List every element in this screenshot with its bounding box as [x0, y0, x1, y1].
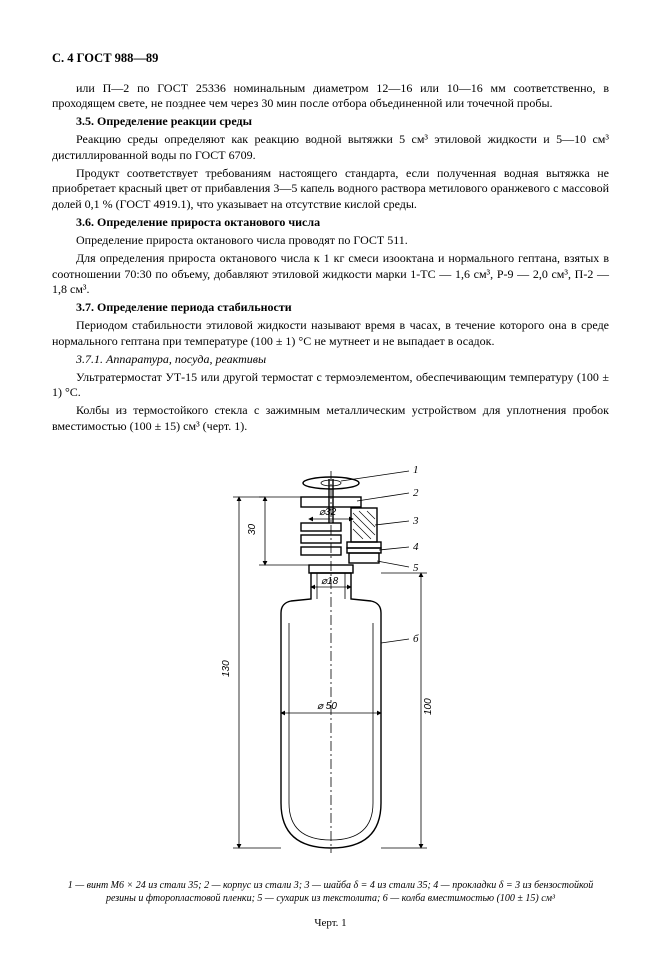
para-3-7-1-b: Колбы из термостойкого стекла с зажимным… [52, 403, 609, 435]
leader-3: 3 [412, 515, 419, 527]
figure-label: Черт. 1 [52, 916, 609, 931]
leader-4: 4 [413, 541, 419, 553]
para-3-5-1: Реакцию среды определяют как реакцию вод… [52, 132, 609, 164]
section-3-7-title: 3.7. Определение периода стабильности [52, 300, 609, 316]
dim-30: 30 [247, 523, 258, 535]
section-3-6-title: 3.6. Определение прироста октанового чис… [52, 215, 609, 231]
dim-d50: ⌀ 50 [317, 701, 337, 712]
flask-drawing: ⌀32 ⌀18 ⌀ 50 30 130 100 1 [151, 453, 511, 873]
dim-130: 130 [221, 660, 232, 677]
page-header: С. 4 ГОСТ 988—89 [52, 50, 609, 67]
para-3-6-2: Для определения прироста октанового числ… [52, 251, 609, 298]
dim-d18: ⌀18 [321, 576, 339, 587]
leader-1: 1 [413, 464, 419, 476]
section-3-7-1-title: 3.7.1. Аппаратура, посуда, реактивы [52, 352, 609, 368]
para-3-6-1: Определение прироста октанового числа пр… [52, 233, 609, 249]
subsection-heading: 3.7.1. Аппаратура, посуда, реактивы [76, 352, 266, 366]
para-3-7-1-a: Ультратермостат УТ-15 или другой термост… [52, 370, 609, 402]
dim-100: 100 [423, 698, 434, 715]
continuation-paragraph: или П—2 по ГОСТ 25336 номинальным диамет… [52, 81, 609, 113]
dim-d32: ⌀32 [319, 507, 337, 518]
figure-1: ⌀32 ⌀18 ⌀ 50 30 130 100 1 [52, 453, 609, 931]
page: С. 4 ГОСТ 988—89 или П—2 по ГОСТ 25336 н… [0, 0, 661, 980]
figure-caption: 1 — винт М6 × 24 из стали 35; 2 — корпус… [52, 879, 609, 906]
para-3-5-2: Продукт соответствует требованиям настоя… [52, 166, 609, 213]
section-heading: 3.6. Определение прироста октанового чис… [76, 215, 320, 229]
para-3-7-1: Периодом стабильности этиловой жидкости … [52, 318, 609, 350]
section-heading: 3.5. Определение реакции среды [76, 114, 252, 128]
leader-6: б [413, 633, 419, 645]
leader-2: 2 [413, 487, 419, 499]
section-3-5-title: 3.5. Определение реакции среды [52, 114, 609, 130]
leader-5: 5 [413, 562, 419, 574]
section-heading: 3.7. Определение периода стабильности [76, 300, 292, 314]
